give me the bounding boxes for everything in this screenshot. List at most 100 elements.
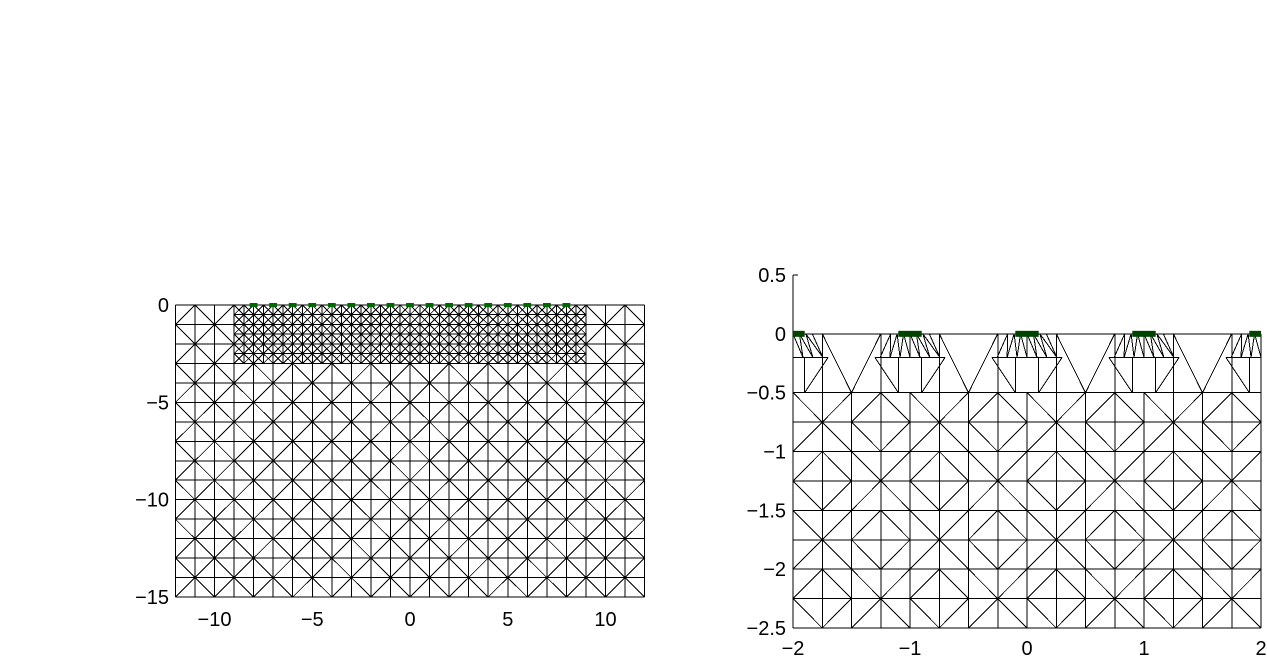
mesh-edge (360, 343, 372, 355)
mesh-edge (331, 304, 342, 316)
mesh-edge (487, 324, 499, 335)
mesh-edge (350, 538, 372, 559)
mesh-edge (526, 538, 548, 559)
mesh-edge (233, 363, 254, 384)
mesh-edge (546, 333, 557, 345)
mesh-edge (1143, 392, 1174, 423)
mesh-edge (585, 401, 606, 423)
electrode-marker (249, 303, 258, 307)
mesh-edge (194, 460, 215, 481)
mesh-edge (478, 324, 489, 335)
mesh-edge (968, 451, 999, 482)
mesh-edge (311, 421, 333, 442)
mesh-edge (458, 324, 470, 335)
mesh-edge (390, 460, 411, 481)
mesh-edge (468, 343, 479, 355)
mesh-edge (233, 314, 245, 325)
mesh-edge (272, 440, 294, 462)
mesh-edge (1231, 598, 1262, 629)
y-tick-label: 0 (158, 295, 169, 317)
electrode-refinement (1108, 333, 1180, 394)
mesh-edge (1230, 333, 1243, 358)
mesh-edge (507, 460, 528, 481)
mesh-edge (331, 353, 342, 364)
mesh-edge (546, 440, 567, 462)
mesh-edge (253, 333, 264, 345)
mesh-edge (272, 479, 294, 501)
mesh-edge (468, 479, 489, 501)
mesh-edge (487, 440, 509, 462)
mesh-edge (487, 401, 509, 423)
mesh-edge (821, 421, 852, 452)
mesh-edge (585, 460, 606, 481)
electrode-refinement (874, 333, 946, 394)
mesh-edge (517, 324, 528, 335)
mesh-edge (292, 333, 303, 345)
mesh-edge (419, 324, 430, 335)
mesh-edge (624, 382, 645, 403)
mesh-edge (1085, 392, 1116, 423)
mesh-edge (909, 480, 940, 511)
mesh-edge (214, 577, 235, 598)
mesh-edge (1172, 539, 1203, 570)
mesh-edge (429, 577, 450, 598)
mesh-edge (390, 304, 401, 316)
mesh-edge (243, 343, 254, 355)
mesh-edge (370, 343, 382, 355)
mesh-edge (409, 499, 430, 520)
mesh-edge (350, 324, 362, 335)
mesh-edge (1254, 333, 1262, 358)
mesh-edge (938, 539, 969, 570)
mesh-edge (1055, 539, 1086, 570)
mesh-edge (507, 440, 528, 462)
mesh-edge (214, 557, 235, 578)
mesh-edge (821, 568, 852, 599)
mesh-edge (311, 460, 333, 481)
mesh-edge (507, 577, 528, 598)
mesh-edge (585, 343, 606, 364)
mesh-edge (1202, 333, 1233, 393)
mesh-edge (350, 557, 372, 578)
mesh-edge (175, 343, 196, 364)
mesh-edge (409, 324, 421, 335)
electrode-marker (327, 303, 336, 307)
mesh-edge (380, 353, 391, 364)
mesh-edge (624, 401, 645, 423)
mesh-edge (194, 343, 215, 364)
mesh-edge (380, 343, 391, 355)
mesh-edge (409, 382, 430, 403)
mesh-edge (517, 314, 528, 325)
mesh-edge (507, 324, 518, 335)
mesh-edge (243, 324, 254, 335)
mesh-edge (194, 577, 215, 598)
mesh-edge (292, 304, 303, 316)
electrode-marker (1015, 330, 1039, 337)
mesh-edge (546, 557, 567, 578)
mesh-edge (468, 460, 489, 481)
mesh-edge (311, 401, 333, 423)
mesh-edge (272, 538, 294, 559)
mesh-edge (1020, 333, 1028, 358)
mesh-edge (282, 314, 294, 325)
mesh-edge (253, 324, 264, 335)
mesh-edge (1013, 333, 1018, 358)
mesh-edge (575, 333, 587, 345)
mesh-edge (526, 324, 538, 335)
mesh-edge (272, 401, 294, 423)
mesh-edge (478, 353, 489, 364)
mesh-edge (331, 382, 352, 403)
mesh-edge (968, 568, 999, 599)
electrode-marker (386, 303, 395, 307)
mesh-edge (360, 353, 372, 364)
mesh-edge (1162, 333, 1175, 358)
mesh-edge (879, 333, 892, 358)
mesh-edge (1114, 598, 1145, 629)
mesh-edge (1026, 451, 1057, 482)
mesh-edge (507, 518, 528, 539)
mesh-edge (341, 343, 352, 355)
mesh-edge (292, 479, 313, 501)
electrode-refinement (991, 333, 1063, 394)
mesh-edge (468, 538, 489, 559)
mesh-edge (1172, 392, 1203, 423)
mesh-edge (792, 509, 823, 541)
